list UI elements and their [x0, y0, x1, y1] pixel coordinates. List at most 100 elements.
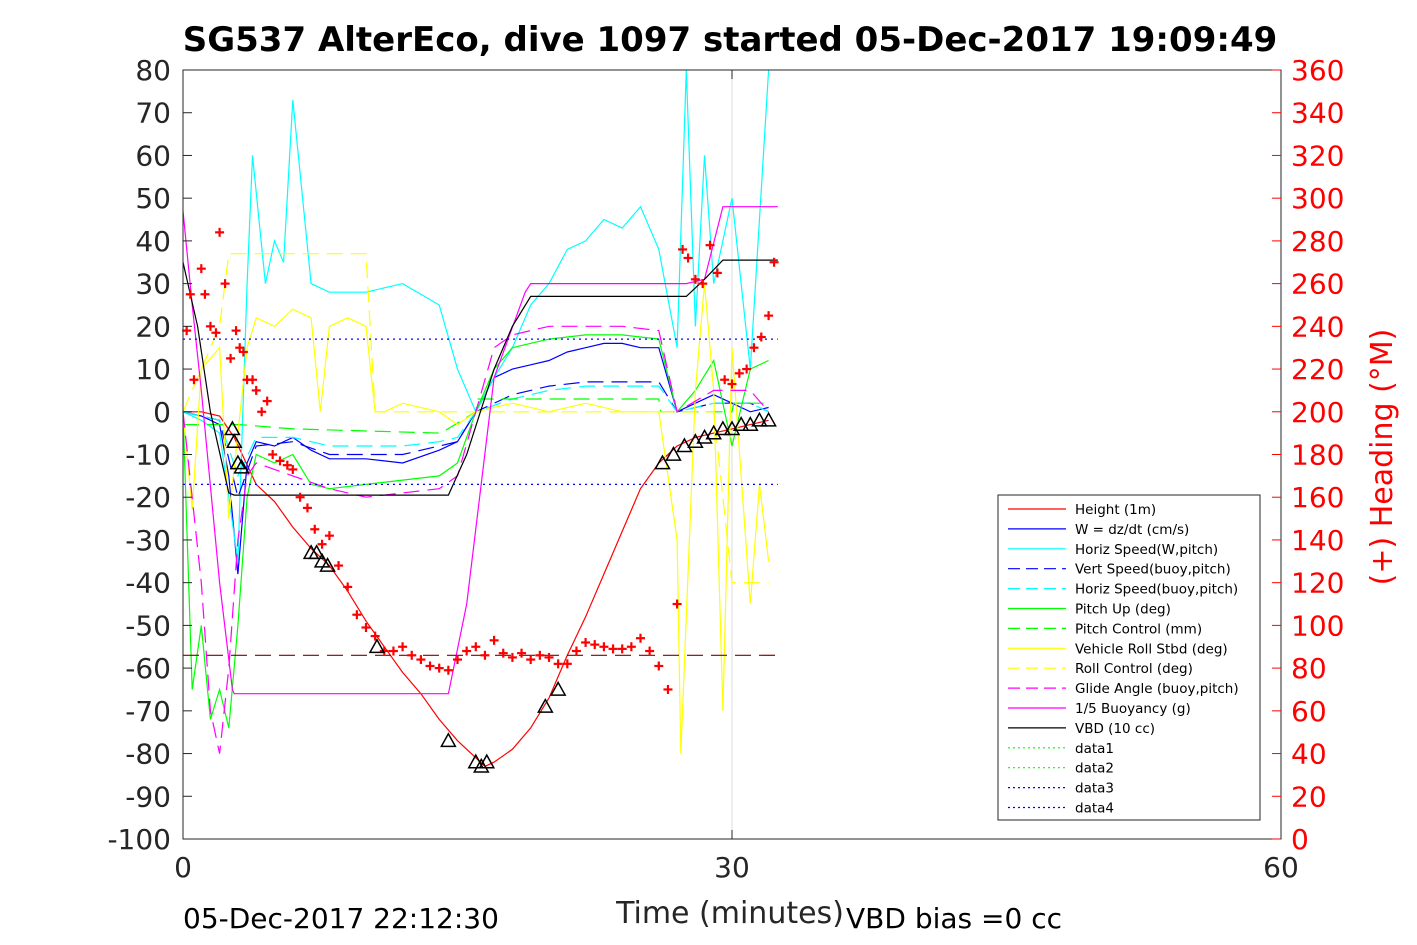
right-tick-label: 40 [1291, 738, 1327, 771]
markers-layer [182, 227, 779, 773]
heading-point [678, 244, 688, 254]
heading-point [590, 640, 600, 650]
triangle-marker [751, 411, 768, 427]
legend-label: VBD (10 cc) [1075, 721, 1155, 737]
heading-point [196, 264, 206, 274]
right-tick-label: 220 [1291, 353, 1344, 386]
heading-point [480, 650, 490, 660]
heading-point [248, 375, 258, 385]
right-tick-label: 280 [1291, 225, 1344, 258]
heading-point [317, 539, 327, 549]
right-tick-label: 0 [1291, 823, 1309, 856]
heading-point [262, 396, 272, 406]
right-axis-label: (+) Heading (°M) [1365, 329, 1400, 586]
triangle-marker [313, 552, 331, 568]
triangle-marker [665, 445, 682, 461]
heading-point [663, 684, 673, 694]
legend-label: data4 [1075, 801, 1114, 817]
y-tick-label: 80 [135, 54, 171, 87]
heading-point [251, 385, 261, 395]
legend-label: Glide Angle (buoy,pitch) [1075, 681, 1239, 697]
heading-point [636, 633, 645, 643]
legend: Height (1m) W = dz/dt (cm/s) Horiz Speed(W… [997, 494, 1261, 821]
heading-point [215, 227, 225, 237]
triangle-marker [308, 544, 325, 560]
heading-point [734, 368, 744, 378]
y-tick-label: 20 [135, 310, 171, 343]
right-tick-label: 20 [1291, 780, 1327, 813]
series-line-glide-angle-buoy-pitch [182, 325, 770, 754]
triangle-marker [319, 557, 336, 572]
triangle-marker [229, 454, 247, 470]
heading-point [352, 610, 362, 620]
chart-title: SG537 AlterEco, dive 1097 started 05-Dec… [183, 20, 1278, 60]
heading-point [361, 623, 371, 633]
heading-point [189, 375, 199, 385]
heading-point [416, 655, 426, 665]
heading-point [471, 642, 481, 652]
heading-point [727, 379, 737, 389]
heading-point [599, 642, 609, 652]
triangle-marker [368, 638, 386, 654]
ticks-layer: 80706050403020100-10-20-30-40-50-60-70-8… [107, 54, 1344, 884]
heading-point [407, 650, 417, 660]
triangle-marker [732, 416, 750, 431]
legend-label: Horiz Speed(buoy,pitch) [1075, 582, 1238, 598]
heading-point [370, 631, 380, 641]
y-tick-label: 0 [153, 396, 171, 429]
triangle-marker [440, 732, 457, 748]
right-tick-label: 180 [1291, 439, 1344, 472]
heading-point [226, 353, 236, 363]
triangle-marker [224, 420, 241, 436]
heading-point [617, 644, 627, 654]
right-tick-label: 80 [1291, 652, 1327, 685]
heading-point [288, 464, 298, 474]
y-tick-label: 50 [135, 182, 171, 215]
x-tick-label: 30 [714, 851, 750, 884]
legend-label: Pitch Up (deg) [1075, 602, 1171, 618]
right-tick-label: 320 [1291, 139, 1344, 172]
heading-point [544, 652, 554, 662]
heading-point [526, 655, 536, 665]
heading-point [553, 659, 563, 669]
heading-point [698, 279, 708, 289]
footer-timestamp: 05-Dec-2017 22:12:30 [183, 902, 499, 935]
series-line-horiz-speed-w-pitch [182, 69, 770, 562]
heading-point [581, 637, 591, 647]
y-tick-label: -90 [125, 780, 171, 813]
legend-label: data1 [1075, 741, 1114, 757]
heading-point [764, 311, 774, 321]
legend-label: Vehicle Roll Stbd (deg) [1075, 641, 1228, 657]
heading-point [742, 364, 752, 374]
series-line-pitch-control-mm [183, 398, 769, 434]
legend-label: Height (1m) [1075, 502, 1156, 518]
heading-point [343, 582, 353, 592]
heading-point [268, 450, 278, 459]
y-tick-label: -50 [125, 609, 171, 642]
y-tick-label: 70 [135, 97, 171, 130]
right-tick-label: 60 [1291, 695, 1327, 728]
triangle-marker [473, 757, 490, 773]
heading-point [182, 326, 192, 336]
heading-point [498, 648, 508, 658]
footer-vbd-bias: VBD bias =0 cc [846, 902, 1062, 935]
triangle-marker [676, 437, 693, 453]
heading-point [334, 561, 344, 571]
right-tick-label: 160 [1291, 481, 1344, 514]
heading-point [645, 646, 655, 656]
triangle-marker [714, 420, 732, 436]
y-tick-label: -30 [125, 524, 171, 557]
heading-point [756, 332, 766, 342]
heading-point [683, 253, 693, 263]
heading-point [705, 240, 715, 250]
y-tick-label: 40 [135, 225, 171, 258]
right-tick-label: 120 [1291, 567, 1344, 600]
series-line-vehicle-roll-stbd-deg [182, 283, 770, 754]
heading-point [672, 599, 682, 609]
y-tick-label: -10 [125, 439, 171, 472]
y-tick-label: -70 [125, 695, 171, 728]
legend-label: Pitch Control (mm) [1075, 621, 1202, 637]
x-axis-label: Time (minutes) [615, 896, 844, 931]
legend-label: data3 [1075, 781, 1114, 797]
heading-point [571, 646, 581, 656]
